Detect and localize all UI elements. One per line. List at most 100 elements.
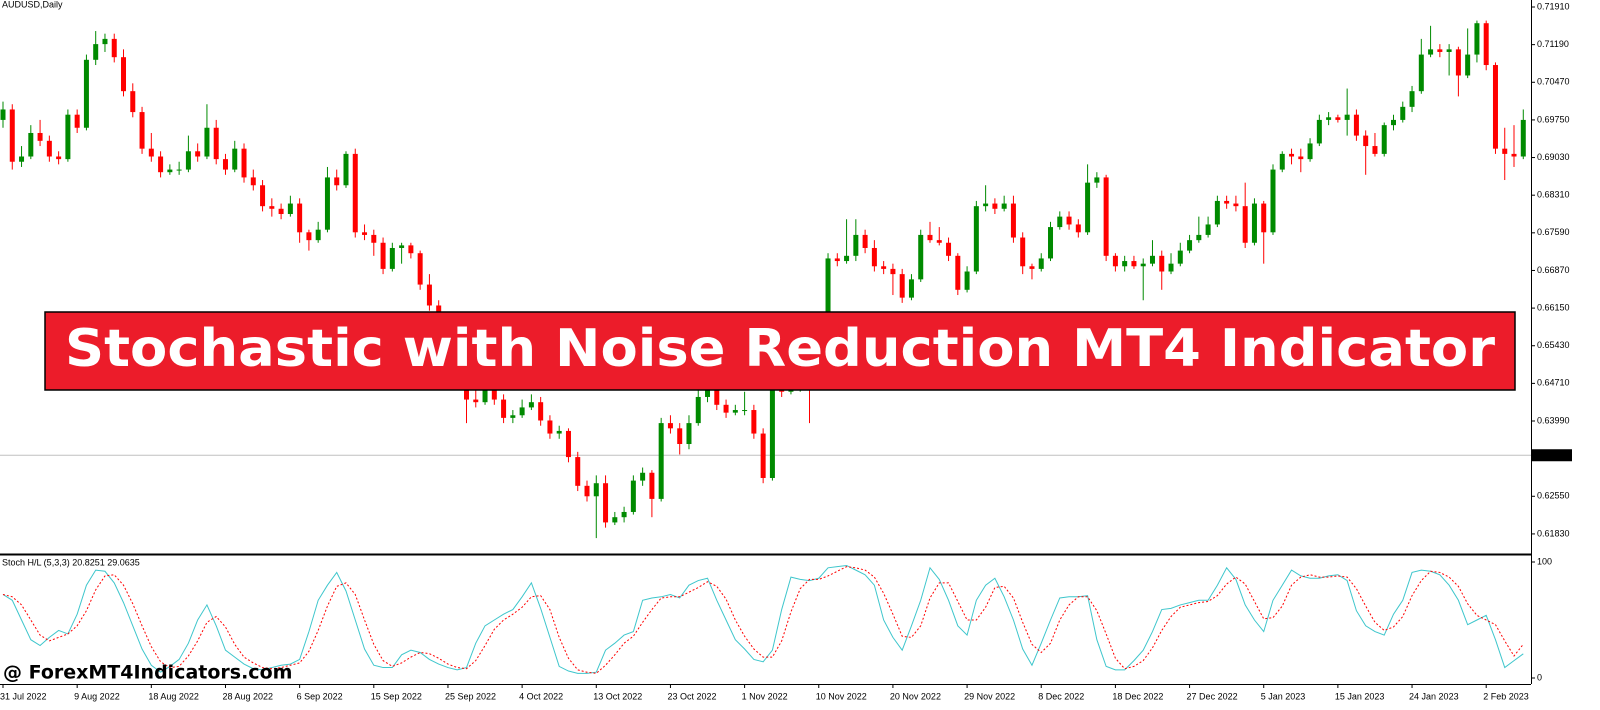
candle-body	[992, 203, 998, 209]
candle-body	[760, 433, 766, 478]
candle-body	[185, 151, 191, 170]
x-tick-label: 29 Nov 2022	[964, 691, 1015, 701]
candle-body	[1103, 177, 1109, 256]
candle-body	[1029, 266, 1035, 269]
candle-body	[334, 177, 340, 186]
candle-body	[83, 59, 89, 128]
candle-body	[74, 114, 80, 128]
candle-body	[1094, 177, 1100, 183]
y-tick-label: 0.66870	[1537, 265, 1570, 275]
x-tick-label: 4 Oct 2022	[519, 691, 563, 701]
candle-body	[389, 247, 395, 269]
candle-body	[0, 109, 6, 120]
candle-body	[556, 430, 562, 434]
candle-body	[658, 423, 664, 499]
candle-body	[1279, 153, 1285, 170]
x-tick-label: 23 Oct 2022	[667, 691, 716, 701]
candle-body	[260, 185, 266, 207]
candle-body	[1149, 255, 1155, 264]
x-tick-label: 1 Nov 2022	[742, 691, 788, 701]
candle-body	[1233, 203, 1239, 207]
x-tick-label: 6 Sep 2022	[297, 691, 343, 701]
candle-body	[510, 415, 516, 418]
candle-body	[1066, 216, 1072, 225]
candle-body	[1465, 54, 1471, 76]
candle-body	[1372, 146, 1378, 154]
candle-body	[612, 517, 618, 523]
candle-body	[287, 203, 293, 215]
y-tick-label: 0.61830	[1537, 528, 1570, 538]
candle-body	[19, 156, 25, 162]
candle-body	[528, 402, 534, 408]
candle-body	[538, 402, 544, 421]
x-tick-label: 27 Dec 2022	[1187, 691, 1238, 701]
y-tick-label: 0.64710	[1537, 378, 1570, 388]
y-tick-label: 0.71190	[1537, 39, 1569, 49]
candle-body	[946, 242, 952, 256]
candle-body	[473, 399, 479, 403]
candle-body	[1316, 119, 1322, 144]
candle-body	[1437, 49, 1443, 52]
candle-body	[1214, 200, 1220, 225]
indicator-line	[2, 564, 1524, 674]
candle-body	[1075, 224, 1081, 233]
y-tick-label: 100	[1537, 556, 1552, 566]
banner	[44, 311, 1516, 391]
candle-body	[278, 208, 284, 215]
candle-body	[1307, 143, 1313, 160]
candle-body	[380, 242, 386, 269]
candle-body	[1038, 258, 1044, 269]
candle-body	[973, 206, 979, 272]
candle-body	[362, 232, 368, 235]
candle-body	[417, 253, 423, 285]
candle-body	[1159, 255, 1165, 272]
candle-body	[195, 151, 201, 157]
candle-body	[148, 148, 154, 157]
candle-body	[1344, 114, 1350, 120]
candle-body	[565, 430, 571, 458]
candle-body	[1057, 216, 1063, 228]
candle-body	[56, 156, 62, 160]
candle-body	[1196, 234, 1202, 241]
candle-body	[695, 396, 701, 424]
candle-body	[426, 284, 432, 306]
candle-body	[1010, 203, 1016, 238]
candle-body	[1261, 203, 1267, 233]
candle-body	[603, 483, 609, 523]
candle-body	[732, 410, 738, 413]
candle-body	[649, 472, 655, 499]
candle-body	[1502, 148, 1508, 154]
y-tick-label: 0.68310	[1537, 190, 1570, 200]
candle-body	[130, 91, 136, 113]
candle-body	[121, 57, 127, 92]
candle-body	[742, 410, 748, 412]
candle-body	[769, 383, 775, 478]
candle-body	[204, 127, 210, 157]
candle-body	[158, 156, 164, 173]
y-tick-label: 0.65430	[1537, 340, 1570, 350]
current-price-label: 0.63335	[1535, 450, 1568, 460]
candle-body	[306, 232, 312, 241]
candle-body	[1520, 119, 1526, 157]
candle-body	[1187, 240, 1193, 251]
y-tick-label: 0.69750	[1537, 114, 1570, 124]
candle-body	[1483, 23, 1489, 66]
x-tick-label: 15 Sep 2022	[371, 691, 422, 701]
candle-body	[352, 153, 358, 233]
candle-body	[1085, 182, 1091, 233]
candle-body	[1335, 117, 1341, 120]
candle-body	[1140, 263, 1146, 267]
candle-body	[899, 274, 905, 298]
candle-body	[482, 389, 488, 403]
candle-body	[705, 389, 711, 397]
candle-body	[1251, 203, 1257, 243]
candle-body	[1289, 153, 1295, 157]
candle-body	[1363, 135, 1369, 147]
x-tick-label: 13 Oct 2022	[593, 691, 642, 701]
candle-body	[501, 399, 507, 418]
candle-body	[111, 38, 117, 58]
candle-body	[964, 271, 970, 290]
candle-body	[575, 457, 581, 486]
y-tick-label: 0.62550	[1537, 491, 1570, 501]
